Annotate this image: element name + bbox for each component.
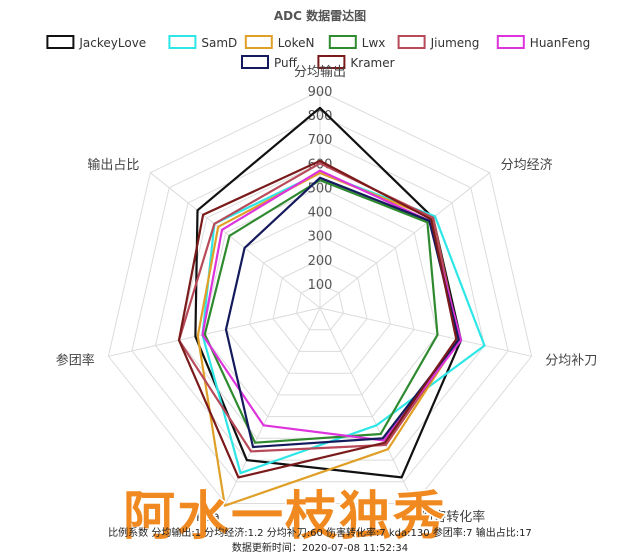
tick-label-900: 900 — [308, 85, 333, 100]
legend-swatch — [244, 35, 273, 49]
grid-ring-3 — [248, 235, 392, 374]
axis-label-7: 输出占比 — [87, 157, 139, 173]
legend-label: SamD — [201, 36, 237, 50]
legend-label: LokeN — [278, 36, 315, 50]
grid-spoke-5 — [225, 307, 321, 504]
legend-swatch — [397, 35, 426, 49]
grid-ring-9 — [107, 90, 533, 504]
legend-item-puff[interactable]: Puff — [241, 55, 298, 70]
legend-item-huanfeng[interactable]: HuanFeng — [496, 35, 590, 50]
grid-ring-2 — [272, 259, 368, 352]
legend-swatch — [328, 35, 357, 49]
legend-item-lwx[interactable]: Lwx — [328, 35, 386, 50]
axis-label-5: kda — [196, 510, 220, 525]
axis-label-1: 分均输出 — [294, 64, 346, 80]
legend-label: Lwx — [362, 36, 386, 50]
legend-label: JackeyLove — [78, 36, 146, 50]
grid-ring-7 — [154, 138, 486, 461]
legend-swatch — [168, 35, 197, 49]
legend-swatch — [317, 55, 346, 69]
grid-spoke-4 — [319, 307, 415, 504]
footer-ratio-text: 比例系数 分均输出:1 分均经济:1.2 分均补刀:60 伤害转化率:7 kda… — [108, 526, 532, 539]
footer-update-time: 数据更新时间：2020-07-08 11:52:34 — [232, 541, 408, 554]
tick-label-300: 300 — [308, 230, 333, 245]
tick-label-600: 600 — [308, 157, 333, 172]
legend-swatch — [241, 55, 269, 69]
legend-label: Kramer — [350, 56, 394, 70]
legend-swatch — [46, 35, 75, 49]
grid-ring-1 — [295, 283, 345, 331]
axis-label-4: 伤害转化率 — [420, 509, 485, 525]
legend-item-kramer[interactable]: Kramer — [317, 55, 395, 70]
series-line-samd — [201, 171, 486, 475]
legend-label: Puff — [274, 56, 298, 70]
tick-label-200: 200 — [308, 254, 333, 269]
legend-item-loken[interactable]: LokeN — [244, 35, 315, 50]
series-line-kramer — [177, 159, 458, 479]
legend-item-samd[interactable]: SamD — [168, 35, 237, 50]
series-line-jiumeng — [177, 162, 460, 453]
legend-label: HuanFeng — [530, 36, 590, 50]
grid-spoke-2 — [319, 172, 491, 309]
legend-item-jackeylove[interactable]: JackeyLove — [46, 35, 146, 50]
axis-label-3: 分均补刀 — [545, 353, 597, 368]
grid-ring-5 — [201, 186, 439, 418]
axis-label-6: 参团率 — [56, 352, 95, 368]
legend-swatch — [496, 35, 525, 49]
legend-item-jiumeng[interactable]: Jiumeng — [397, 35, 480, 50]
axis-label-2: 分均经济 — [501, 158, 553, 173]
grid-spoke-3 — [319, 307, 532, 357]
grid-ring-8 — [131, 114, 509, 483]
series-line-lwx — [203, 179, 439, 444]
grid-spoke-6 — [108, 307, 321, 357]
series-group — [177, 106, 486, 507]
legend: JackeyLove SamD LokeN Lwx Jiumeng HuanFeng Puf… — [46, 35, 590, 70]
legend-label: Jiumeng — [430, 36, 480, 50]
grid-spoke-7 — [149, 172, 321, 309]
tick-label-700: 700 — [308, 133, 333, 148]
series-line-puff — [224, 176, 460, 449]
tick-label-100: 100 — [308, 278, 333, 293]
watermark-text: 阿水一枝独秀 — [123, 487, 447, 547]
tick-label-400: 400 — [308, 206, 333, 221]
chart-title: ADC 数据雷达图 — [274, 8, 366, 23]
